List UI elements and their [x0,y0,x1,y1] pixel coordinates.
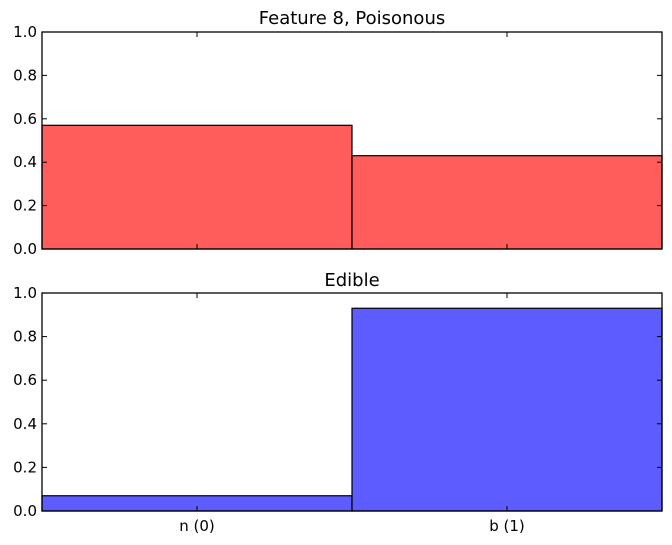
edible-chart: Edible 0.0 0.2 0.4 0.6 0.8 1.0 n (0) b (1) [13,270,663,535]
x-tick-label: b (1) [489,517,525,535]
y-tick-label: 0.0 [13,240,37,258]
y-tick-label: 0.2 [13,458,37,476]
x-axis: n (0) b (1) [179,293,525,535]
y-tick-label: 0.2 [13,197,37,215]
bar-1 [351,307,663,512]
y-tick-label: 0.8 [13,66,37,84]
y-tick-label: 0.6 [13,371,37,389]
y-axis: 0.0 0.2 0.4 0.6 0.8 1.0 [13,23,662,258]
bar-group [41,307,663,512]
poisonous-chart: Feature 8, Poisonous 0.0 0.2 0.4 0.6 0.8 1.0 [13,8,663,258]
x-axis [196,32,508,249]
bar-group [41,124,663,250]
y-tick-label: 1.0 [13,23,37,41]
x-tick-label: n (0) [179,517,215,535]
y-tick-label: 0.4 [13,415,37,433]
plot-frame [41,31,663,250]
bar-0 [41,124,353,250]
y-tick-label: 0.0 [13,502,37,520]
plot-frame [41,292,663,512]
y-tick-label: 0.8 [13,328,37,346]
chart-title: Edible [324,270,379,291]
bar-1 [351,155,663,250]
y-tick-label: 1.0 [13,284,37,302]
chart-title: Feature 8, Poisonous [259,8,445,29]
y-axis: 0.0 0.2 0.4 0.6 0.8 1.0 [13,284,662,520]
y-tick-label: 0.6 [13,110,37,128]
y-tick-label: 0.4 [13,153,37,171]
